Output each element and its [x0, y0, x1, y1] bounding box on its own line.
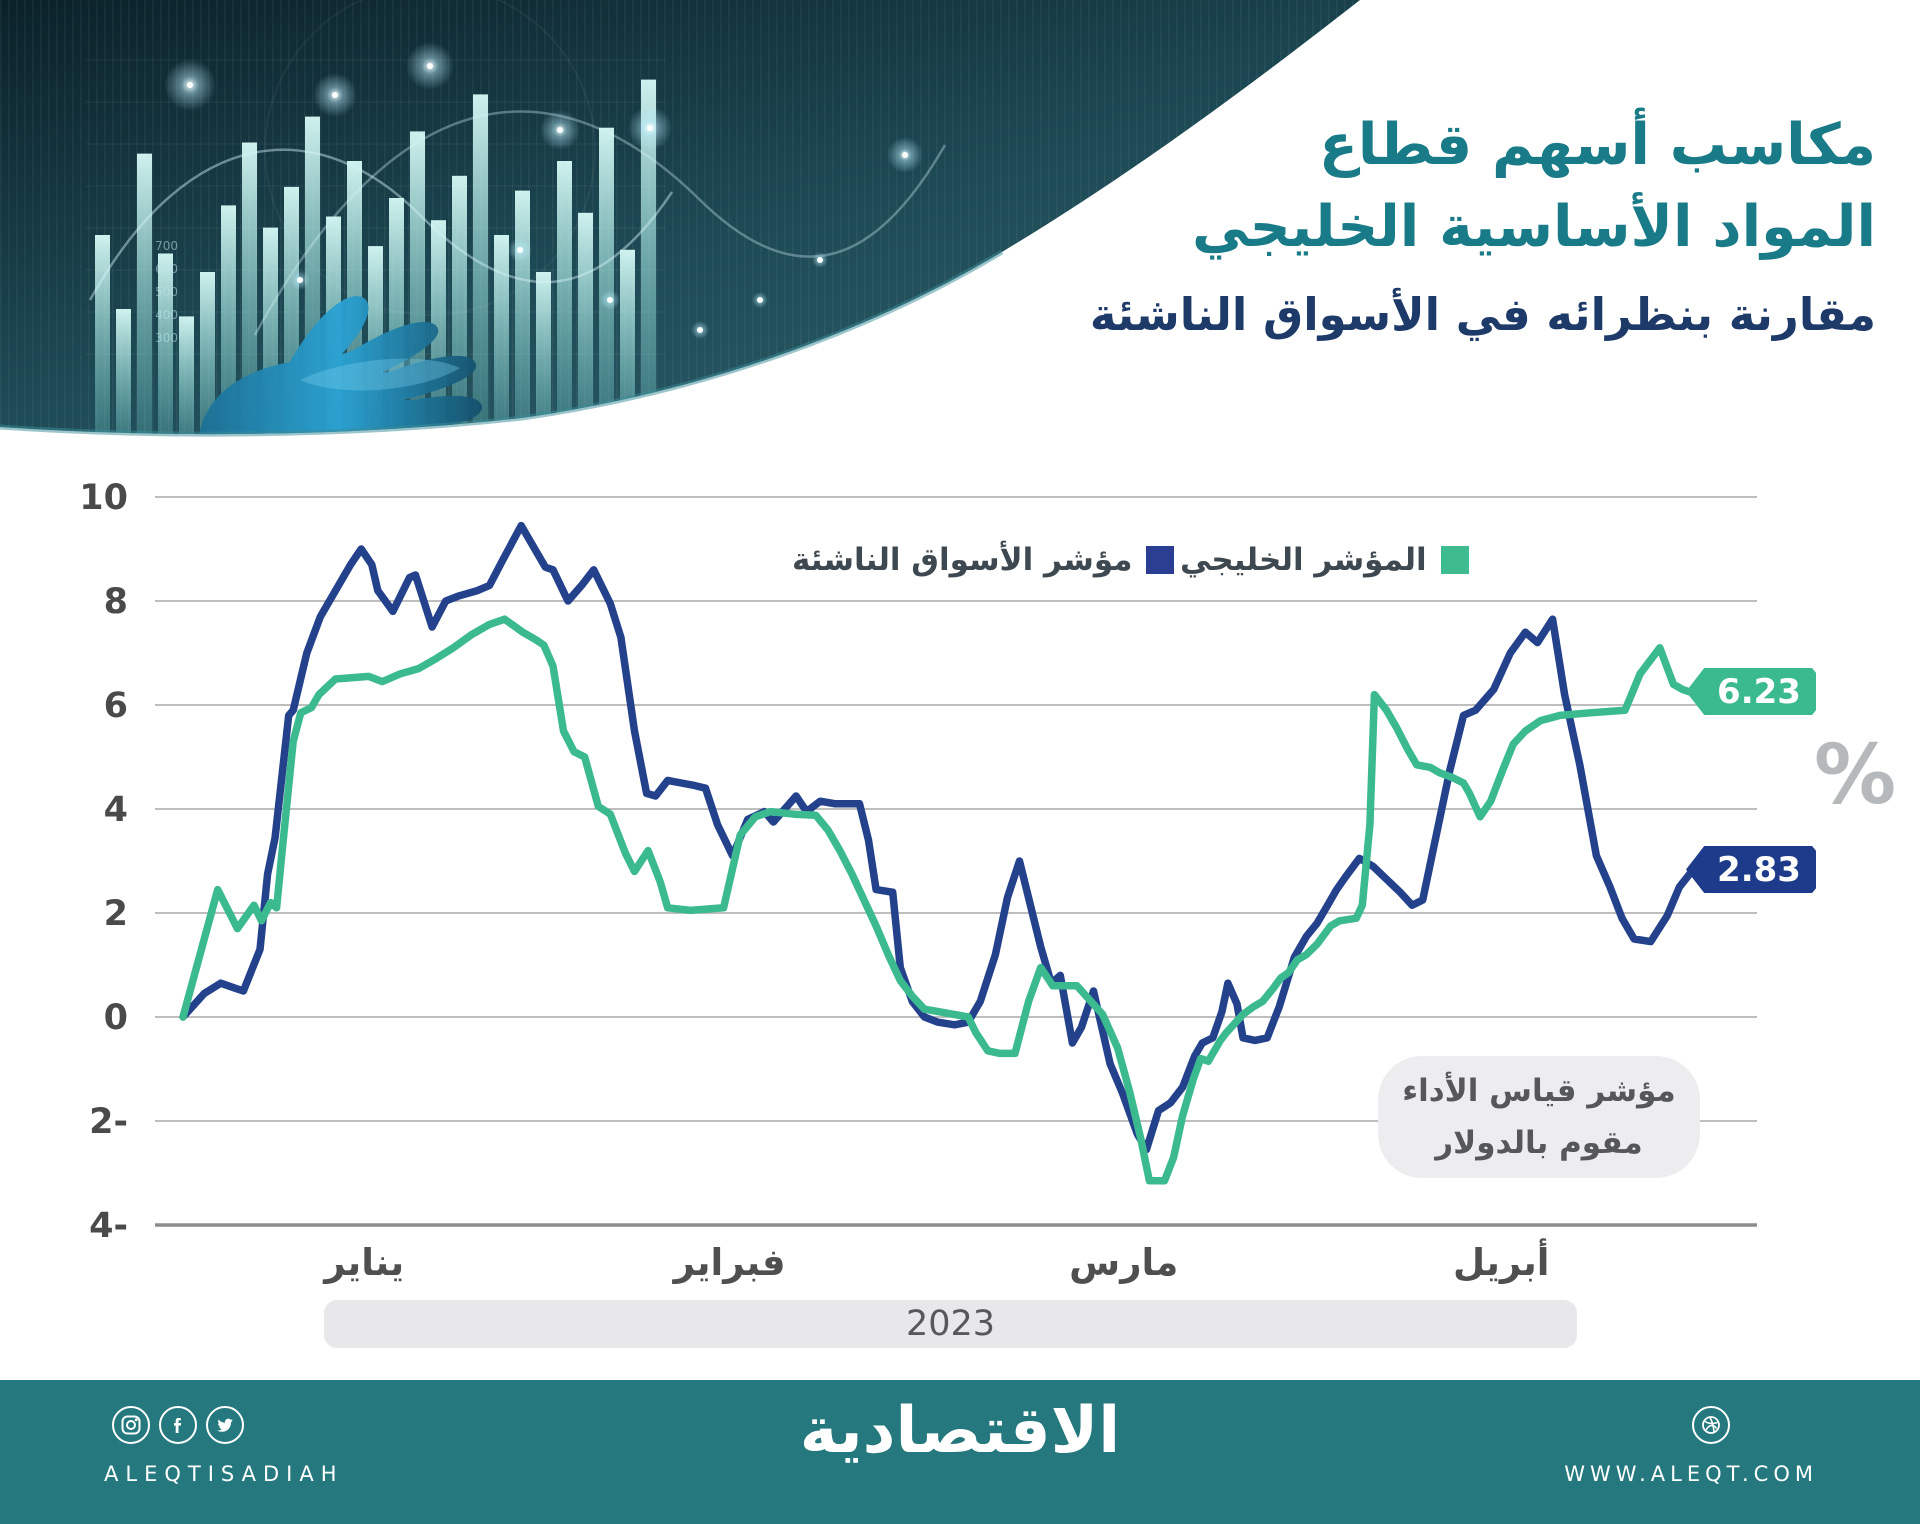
instagram-icon[interactable]: [112, 1406, 150, 1444]
series-line: [179, 521, 1697, 1154]
note-bubble: مؤشر قياس الأداء مقوم بالدولار: [1378, 1056, 1700, 1178]
legend-item-emerging-markets: مؤشر الأسواق الناشئة: [792, 540, 1175, 580]
legend-label-gulf-index: المؤشر الخليجي: [1180, 542, 1427, 578]
footer-url-text: WWW.ALEQT.COM: [1564, 1462, 1818, 1486]
page-title-line2: المواد الأساسية الخليجي: [1192, 194, 1876, 260]
footer-bar: [0, 1380, 1920, 1524]
page-subtitle: مقارنة بنظرائه في الأسواق الناشئة: [1089, 288, 1876, 341]
x-month-label: أبريل: [1453, 1238, 1550, 1284]
svg-text:500: 500: [155, 285, 178, 299]
emerging-markets-value-tag: 2.83: [1686, 846, 1816, 893]
hand-silhouette-icon: [198, 296, 483, 435]
y-tick-label: 4-: [89, 1206, 128, 1246]
series-line: [179, 615, 1697, 1185]
x-month-label: يناير: [322, 1241, 404, 1284]
percent-axis-symbol: %: [1814, 728, 1897, 823]
footer-brand-text: ALEQTISADIAH: [104, 1462, 344, 1486]
legend-swatch-navy: [1146, 546, 1175, 574]
banner-graphic: 700 600 500 400 300: [0, 0, 1360, 437]
twitter-icon[interactable]: [206, 1406, 244, 1444]
y-tick-label: 0: [104, 998, 128, 1038]
page-title-line1: مكاسب أسهم قطاع: [1318, 112, 1876, 178]
banner-curve-2: [253, 110, 947, 336]
social-icons: [112, 1406, 244, 1444]
y-tick-label: 2-: [89, 1102, 128, 1142]
legend-swatch-green: [1440, 546, 1469, 574]
legend-item-gulf-index: المؤشر الخليجي: [1180, 540, 1469, 580]
x-month-label: فبراير: [672, 1241, 786, 1284]
decor-circle: [264, 0, 596, 316]
note-line1: مؤشر قياس الأداء: [1402, 1073, 1676, 1109]
y-tick-label: 10: [79, 478, 128, 518]
banner-glow-dots: [164, 42, 923, 339]
svg-text:600: 600: [155, 262, 178, 276]
year-band: 2023: [324, 1300, 1577, 1348]
note-line2: مقوم بالدولار: [1435, 1125, 1643, 1161]
aleqtisadiah-logo: الاقتصادية: [799, 1394, 1121, 1468]
y-tick-label: 2: [104, 894, 128, 934]
dribbble-icon[interactable]: [1692, 1406, 1730, 1444]
banner-edge-accent: [0, 249, 1004, 437]
facebook-icon[interactable]: [159, 1406, 197, 1444]
banner-curve-1: [88, 148, 674, 301]
svg-text:400: 400: [155, 308, 178, 322]
gulf-index-value-tag: 6.23: [1686, 668, 1816, 715]
svg-text:300: 300: [155, 331, 178, 345]
y-tick-label: 4: [104, 790, 128, 830]
banner-axis-numbers: 700 600 500 400 300: [155, 239, 178, 345]
svg-text:700: 700: [155, 239, 178, 253]
x-month-label: مارس: [1069, 1241, 1178, 1284]
y-tick-label: 6: [104, 686, 128, 726]
y-tick-label: 8: [104, 582, 128, 622]
legend-label-emerging-markets: مؤشر الأسواق الناشئة: [792, 542, 1133, 578]
